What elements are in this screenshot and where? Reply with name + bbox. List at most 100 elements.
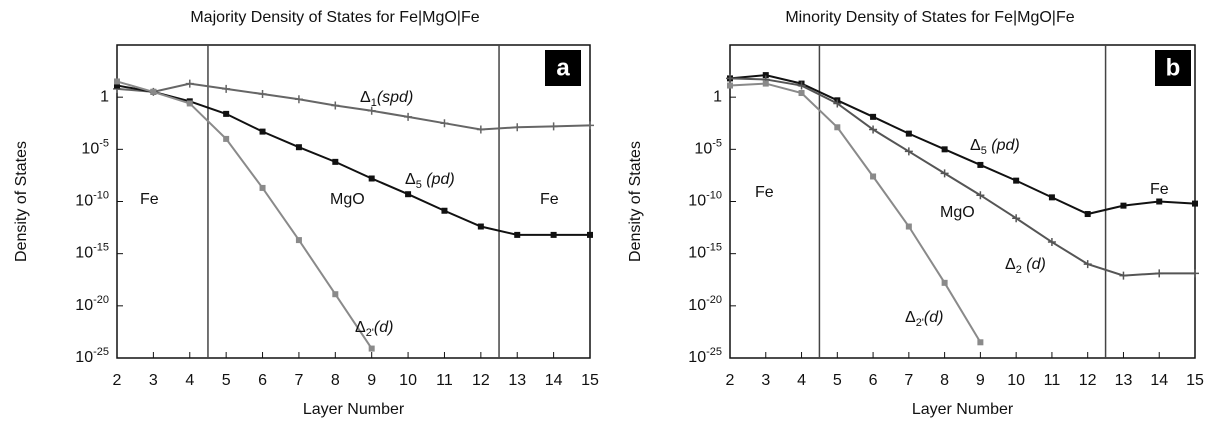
x-tick-label: 7 [294, 372, 303, 389]
x-tick-label: 13 [1115, 372, 1133, 389]
y-tick-label: 10-25 [75, 346, 109, 366]
panel-label: b [1166, 54, 1181, 81]
point-marker [904, 147, 913, 156]
point-marker [222, 84, 231, 93]
x-tick-label: 8 [331, 372, 340, 389]
point-marker [834, 124, 841, 131]
point-marker [1191, 269, 1199, 278]
x-tick-label: 14 [545, 372, 563, 389]
x-tick-label: 5 [222, 372, 231, 389]
point-marker [870, 113, 877, 120]
point-marker [905, 130, 912, 137]
y-tick-label: 10-5 [81, 137, 109, 157]
point-marker [1192, 200, 1198, 207]
point-marker [295, 237, 302, 244]
point-marker [114, 82, 120, 89]
point-marker [586, 121, 594, 130]
chart-title: Majority Density of States for Fe|MgO|Fe [190, 9, 479, 26]
point-marker [727, 82, 733, 89]
region-label: MgO [940, 204, 975, 221]
point-marker [726, 74, 734, 83]
x-tick-label: 6 [258, 372, 267, 389]
point-marker [441, 207, 448, 214]
x-tick-label: 7 [904, 372, 913, 389]
point-marker [1012, 214, 1021, 223]
x-tick-label: 3 [761, 372, 770, 389]
point-marker [514, 231, 521, 238]
point-marker [258, 90, 267, 99]
point-marker [331, 101, 340, 110]
point-marker [1047, 238, 1056, 247]
x-tick-label: 12 [472, 372, 490, 389]
x-tick-label: 11 [436, 372, 453, 389]
y-tick-label: 10-20 [688, 294, 722, 314]
x-axis-label: Layer Number [912, 401, 1014, 418]
region-label: Fe [1150, 181, 1169, 198]
point-marker [1083, 260, 1092, 269]
point-marker [513, 123, 522, 132]
series-label: Δ1(spd) [360, 89, 413, 109]
point-marker [977, 339, 984, 346]
region-label: Fe [755, 184, 774, 201]
x-axis-label: Layer Number [303, 401, 405, 418]
x-tick-label: 2 [113, 372, 122, 389]
point-marker [259, 128, 266, 135]
point-marker [762, 80, 769, 87]
x-tick-label: 6 [869, 372, 878, 389]
point-marker [1119, 271, 1128, 280]
x-tick-label: 14 [1150, 372, 1168, 389]
point-marker [941, 146, 948, 153]
point-marker [405, 191, 412, 198]
y-tick-label: 10-15 [688, 242, 722, 262]
point-marker [587, 231, 593, 238]
x-tick-label: 10 [399, 372, 417, 389]
point-marker [1120, 202, 1127, 209]
point-marker [185, 79, 194, 88]
x-tick-label: 5 [833, 372, 842, 389]
series-line [730, 82, 982, 343]
y-axis-label: Density of States [627, 141, 644, 262]
chart-title: Minority Density of States for Fe|MgO|Fe [785, 9, 1074, 26]
point-marker [1156, 198, 1163, 205]
point-marker [549, 122, 558, 131]
series-line [117, 80, 373, 350]
x-tick-label: 11 [1044, 372, 1061, 389]
point-marker [797, 81, 806, 90]
point-marker [869, 125, 878, 134]
y-tick-label: 10-25 [688, 346, 722, 366]
y-tick-label: 1 [100, 88, 109, 105]
y-tick-label: 10-20 [75, 294, 109, 314]
point-marker [332, 291, 339, 298]
point-marker [440, 119, 449, 128]
point-marker [1013, 177, 1020, 184]
y-tick-label: 1 [713, 88, 722, 105]
series-label: Δ5 (pd) [405, 171, 455, 191]
x-tick-label: 3 [149, 372, 158, 389]
region-label: MgO [330, 191, 365, 208]
point-marker [1155, 269, 1164, 278]
point-marker [404, 112, 413, 121]
point-marker [114, 78, 120, 85]
point-marker [223, 110, 230, 117]
point-marker [368, 345, 375, 352]
point-marker [186, 100, 193, 107]
x-tick-label: 9 [976, 372, 985, 389]
y-tick-label: 10-10 [688, 189, 722, 209]
point-marker [977, 161, 984, 168]
point-marker [833, 99, 842, 108]
series-line [730, 74, 1195, 216]
point-marker [367, 106, 376, 115]
series-line [730, 77, 1195, 277]
point-marker [477, 223, 484, 230]
point-marker [940, 169, 949, 178]
x-tick-label: 8 [940, 372, 949, 389]
y-tick-label: 10-10 [75, 189, 109, 209]
point-marker [762, 72, 769, 79]
series-line [117, 82, 590, 131]
point-marker [1084, 211, 1091, 218]
x-tick-label: 15 [1186, 372, 1204, 389]
point-marker [368, 175, 375, 182]
x-tick-label: 4 [185, 372, 194, 389]
y-tick-label: 10-15 [75, 242, 109, 262]
